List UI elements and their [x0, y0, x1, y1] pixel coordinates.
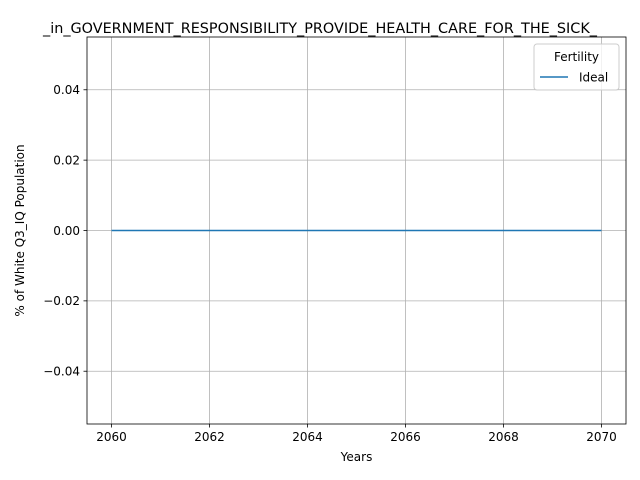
- chart-title: _in_GOVERNMENT_RESPONSIBILITY_PROVIDE_HE…: [42, 21, 598, 37]
- y-axis-label: % of White Q3_IQ Population: [13, 144, 27, 316]
- y-tick-label: 0.00: [53, 224, 80, 238]
- x-tick-label: 2062: [194, 430, 225, 444]
- legend-title: Fertility: [554, 50, 599, 64]
- x-axis-label: Years: [340, 450, 373, 464]
- ticks: 2060 2062 2064 2066 2068 2070 −0.04 −0.02 0.00 0.…: [43, 83, 617, 444]
- y-tick-label: 0.02: [53, 153, 80, 167]
- x-tick-label: 2064: [292, 430, 323, 444]
- y-tick-label: −0.04: [43, 365, 80, 379]
- legend: Fertility Ideal: [533, 43, 620, 91]
- x-tick-label: 2070: [586, 430, 617, 444]
- x-tick-label: 2066: [390, 430, 421, 444]
- y-tick-label: −0.02: [43, 294, 80, 308]
- x-tick-label: 2068: [488, 430, 519, 444]
- x-tick-label: 2060: [96, 430, 127, 444]
- legend-entry-label: Ideal: [579, 70, 608, 84]
- legend-box: [533, 43, 620, 91]
- y-tick-label: 0.04: [53, 83, 80, 97]
